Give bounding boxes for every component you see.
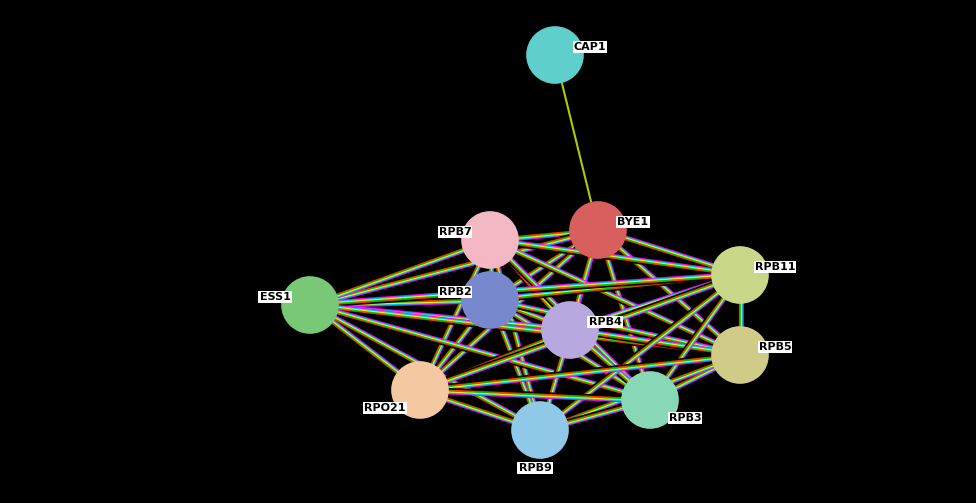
- Circle shape: [512, 402, 568, 458]
- Text: CAP1: CAP1: [574, 42, 606, 52]
- Text: RPB3: RPB3: [669, 413, 702, 423]
- Circle shape: [282, 277, 338, 333]
- Text: ESS1: ESS1: [260, 292, 291, 302]
- Text: RPB9: RPB9: [518, 463, 551, 473]
- Text: RPB5: RPB5: [758, 342, 792, 352]
- Circle shape: [392, 362, 448, 418]
- Text: RPB2: RPB2: [438, 287, 471, 297]
- Text: BYE1: BYE1: [618, 217, 649, 227]
- Circle shape: [527, 27, 583, 83]
- Circle shape: [712, 327, 768, 383]
- Circle shape: [570, 202, 626, 258]
- Circle shape: [622, 372, 678, 428]
- Text: RPO21: RPO21: [364, 403, 406, 413]
- Circle shape: [462, 212, 518, 268]
- Circle shape: [712, 247, 768, 303]
- Text: RPB4: RPB4: [589, 317, 622, 327]
- Text: RPB11: RPB11: [754, 262, 795, 272]
- Text: RPB7: RPB7: [438, 227, 471, 237]
- Circle shape: [542, 302, 598, 358]
- Circle shape: [462, 272, 518, 328]
